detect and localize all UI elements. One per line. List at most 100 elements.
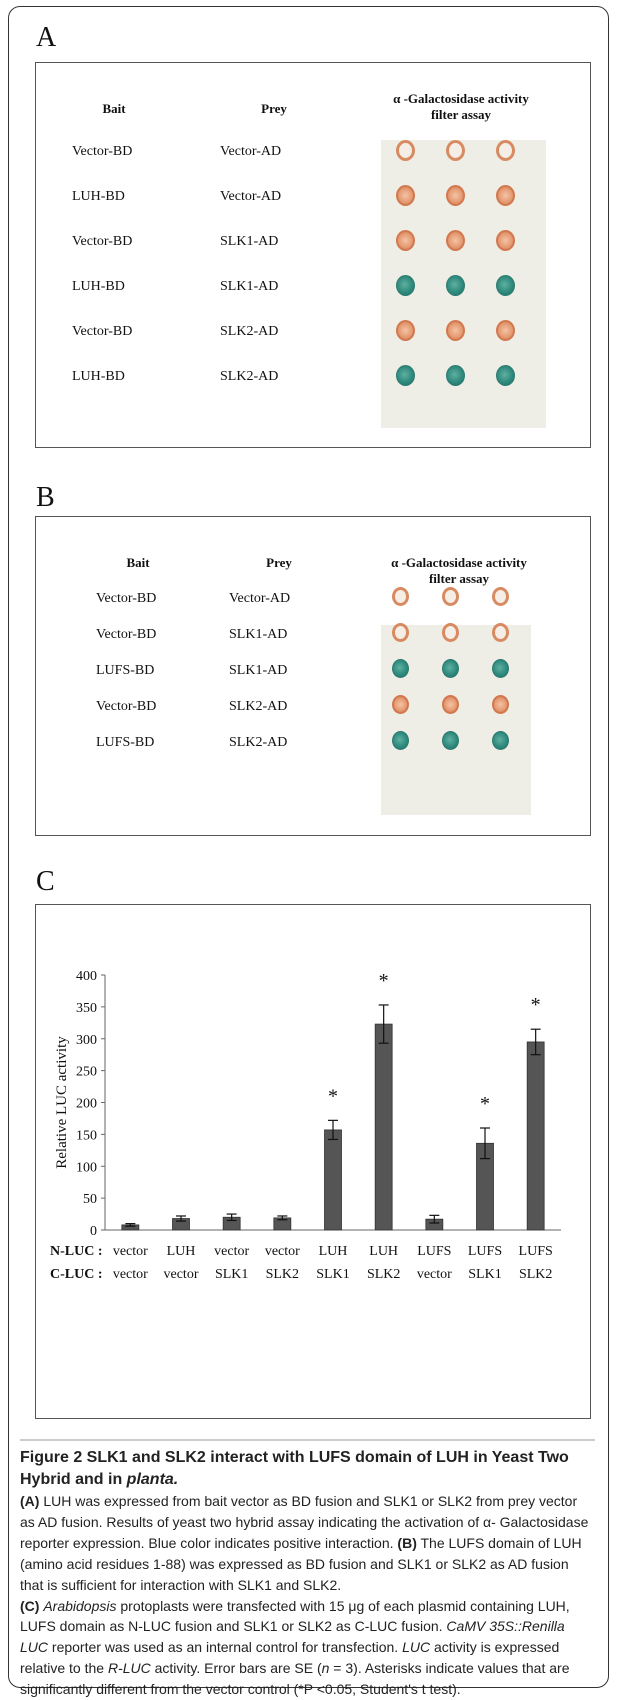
yeast-spot-orange bbox=[392, 695, 409, 714]
bait-header: Bait bbox=[126, 555, 150, 570]
yeast-spot-orange bbox=[396, 185, 415, 206]
yeast-spot-blue bbox=[442, 731, 459, 750]
panelA-prey-2: Vector-AD bbox=[220, 189, 282, 204]
bar bbox=[526, 1041, 545, 1231]
panelA-bait-1: Vector-BD bbox=[72, 144, 133, 159]
caption-c-text-2: reporter was used as an internal control… bbox=[48, 1639, 403, 1656]
x-label-nluc: LUH bbox=[319, 1244, 348, 1259]
caption-title-text: Figure 2 SLK1 and SLK2 interact with LUF… bbox=[20, 1449, 569, 1488]
yeast-spot-blue bbox=[396, 365, 415, 386]
x-label-nluc: LUH bbox=[369, 1244, 398, 1259]
y-tick-label: 100 bbox=[76, 1160, 97, 1175]
panelA-prey-1: Vector-AD bbox=[220, 144, 282, 159]
yeast-spot-white-ring bbox=[442, 587, 459, 606]
figure-caption: Figure 2 SLK1 and SLK2 interact with LUF… bbox=[20, 1439, 595, 1700]
panelB-bait-1: Vector-BD bbox=[96, 591, 157, 606]
caption-a-label: (A) bbox=[20, 1493, 40, 1509]
x-label-nluc: LUFS bbox=[417, 1244, 451, 1259]
assay-header-line1: α -Galactosidase activity bbox=[393, 91, 529, 106]
yeast-spot-orange bbox=[496, 185, 515, 206]
x-label-nluc: vector bbox=[113, 1244, 148, 1259]
yeast-spot-blue bbox=[446, 365, 465, 386]
yeast-spot-orange bbox=[442, 695, 459, 714]
nluc-row-label: N-LUC : bbox=[50, 1244, 103, 1259]
panelB-bait-4: Vector-BD bbox=[96, 699, 157, 714]
x-label-cluc: vector bbox=[113, 1267, 148, 1282]
prey-header: Prey bbox=[266, 555, 292, 570]
caption-c-text-5: = 3). Asterisks indicate values that are… bbox=[20, 1660, 570, 1698]
yeast-spot-orange bbox=[396, 230, 415, 251]
y-tick-label: 200 bbox=[76, 1097, 97, 1112]
yeast-spot-white-ring bbox=[442, 623, 459, 642]
x-label-nluc: LUH bbox=[167, 1244, 196, 1259]
caption-b-text: The LUFS domain of LUH (amino acid resid… bbox=[20, 1534, 582, 1593]
panel-c: 0 50 100 150 200 250 300 350 400 Relative LUC act… bbox=[35, 904, 591, 1419]
y-tick-label: 50 bbox=[83, 1192, 97, 1207]
x-label-cluc: SLK2 bbox=[266, 1267, 299, 1282]
panelA-bait-3: Vector-BD bbox=[72, 234, 133, 249]
yeast-spot-orange bbox=[446, 230, 465, 251]
assay-header: α -Galactosidase activity filter assay bbox=[376, 91, 546, 123]
panelB-prey-3: SLK1-AD bbox=[229, 663, 288, 678]
yeast-spot-blue bbox=[496, 275, 515, 296]
assay-header-line2: filter assay bbox=[430, 107, 492, 122]
x-label-cluc: SLK1 bbox=[316, 1267, 349, 1282]
panel-a: Bait Prey α -Galactosidase activity filt… bbox=[35, 62, 591, 448]
yeast-spot-orange bbox=[496, 320, 515, 341]
caption-title: Figure 2 SLK1 and SLK2 interact with LUF… bbox=[20, 1447, 595, 1491]
yeast-spot-white-ring bbox=[392, 587, 409, 606]
assay-header-line1: α -Galactosidase activity bbox=[391, 555, 527, 570]
caption-c-label: (C) bbox=[20, 1597, 40, 1614]
yeast-plate-b bbox=[381, 625, 531, 815]
x-label-cluc: SLK1 bbox=[468, 1267, 501, 1282]
panelB-prey-1: Vector-AD bbox=[229, 591, 291, 606]
bait-header: Bait bbox=[102, 101, 126, 116]
figure-frame bbox=[8, 6, 609, 1688]
x-label-nluc: vector bbox=[265, 1244, 300, 1259]
caption-c-italic-3: LUC bbox=[402, 1639, 431, 1656]
x-label-cluc: vector bbox=[417, 1267, 452, 1282]
panelA-bait-6: LUH-BD bbox=[72, 369, 125, 384]
yeast-spot-white-ring bbox=[392, 623, 409, 642]
significance-marker: * bbox=[328, 1085, 338, 1107]
yeast-spot-blue bbox=[392, 659, 409, 678]
panel-b: Bait Prey α -Galactosidase activity filt… bbox=[35, 516, 591, 836]
yeast-spot-blue bbox=[442, 659, 459, 678]
x-label-cluc: vector bbox=[164, 1267, 199, 1282]
caption-c-text-3: activity is expressed relative to the bbox=[20, 1639, 560, 1677]
y-axis-label: Relative LUC activity bbox=[54, 1036, 70, 1169]
panelB-prey-5: SLK2-AD bbox=[229, 735, 288, 750]
significance-marker: * bbox=[480, 1093, 490, 1115]
luc-activity-chart: 0 50 100 150 200 250 300 350 400 Relative LUC act… bbox=[50, 969, 561, 1282]
caption-c-italic-4: R-LUC bbox=[107, 1660, 151, 1677]
caption-c-text-4: activity. Error bars are SE ( bbox=[150, 1660, 322, 1677]
panelB-prey-2: SLK1-AD bbox=[229, 627, 288, 642]
x-label-cluc: SLK1 bbox=[215, 1267, 248, 1282]
panel-a-letter: A bbox=[36, 22, 57, 53]
yeast-spot-white-ring bbox=[496, 140, 515, 161]
bar bbox=[324, 1129, 342, 1231]
y-tick-label: 350 bbox=[76, 1001, 97, 1016]
caption-b-label: (B) bbox=[397, 1534, 417, 1551]
x-label-cluc: SLK2 bbox=[367, 1267, 400, 1282]
yeast-spot-orange bbox=[396, 320, 415, 341]
panelA-prey-4: SLK1-AD bbox=[220, 279, 279, 294]
yeast-spot-white-ring bbox=[396, 140, 415, 161]
caption-c-italic-2: CaMV 35S::Renilla LUC bbox=[20, 1618, 565, 1656]
panelB-prey-4: SLK2-AD bbox=[229, 699, 288, 714]
cluc-row-label: C-LUC : bbox=[50, 1267, 103, 1282]
panel-b-letter: B bbox=[36, 482, 55, 513]
caption-title-italic: planta. bbox=[126, 1471, 179, 1488]
y-tick-label: 150 bbox=[76, 1128, 97, 1143]
caption-a-text: LUH was expressed from bait vector as BD… bbox=[20, 1493, 589, 1551]
yeast-spot-blue bbox=[492, 659, 509, 678]
bar bbox=[374, 1023, 393, 1231]
yeast-spot-orange bbox=[492, 695, 509, 714]
panelA-bait-4: LUH-BD bbox=[72, 279, 125, 294]
y-tick-label: 300 bbox=[76, 1033, 97, 1048]
yeast-spot-orange bbox=[496, 230, 515, 251]
panelA-prey-5: SLK2-AD bbox=[220, 324, 279, 339]
caption-c-italic-1: Arabidopsis bbox=[43, 1597, 117, 1614]
significance-marker: * bbox=[379, 970, 389, 992]
x-label-nluc: LUFS bbox=[519, 1244, 553, 1259]
